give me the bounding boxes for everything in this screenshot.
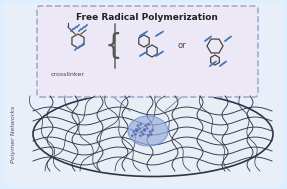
Text: or: or <box>178 42 186 50</box>
FancyBboxPatch shape <box>37 6 258 97</box>
Text: Polymer Networks: Polymer Networks <box>11 105 16 163</box>
Ellipse shape <box>128 116 168 146</box>
Text: Free Radical Polymerization: Free Radical Polymerization <box>76 13 218 22</box>
Text: {: { <box>104 32 122 60</box>
Text: crosslinker: crosslinker <box>51 71 85 77</box>
FancyBboxPatch shape <box>3 3 284 186</box>
Ellipse shape <box>33 91 273 177</box>
